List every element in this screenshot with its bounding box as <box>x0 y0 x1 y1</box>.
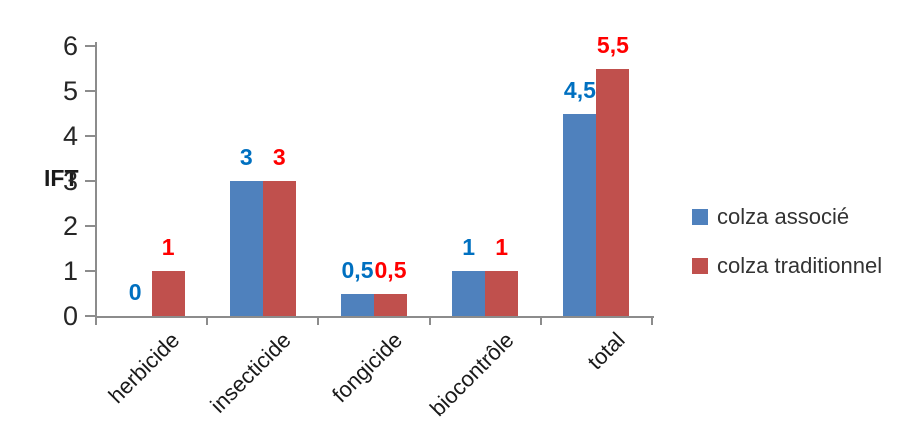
y-axis-line <box>95 42 97 318</box>
legend-item-colza-traditionnel: colza traditionnel <box>692 253 882 279</box>
legend-label: colza traditionnel <box>717 253 883 278</box>
bar-colza-associe-insecticide <box>229 181 263 316</box>
y-tick-label: 0 <box>62 301 78 331</box>
bar-value-label-colza-associe-insecticide: 3 <box>239 144 253 170</box>
x-tick-mark <box>95 316 97 325</box>
bar-value-label-colza-associe-biocontrole: 1 <box>462 234 476 260</box>
bar-colza-associe-biocontrole <box>452 271 486 316</box>
x-tick-mark <box>317 316 320 325</box>
x-tick-mark <box>651 316 653 325</box>
category-label-herbicide: herbicide <box>103 327 185 409</box>
y-tick-label: 5 <box>62 76 78 106</box>
bar-colza-traditionnel-insecticide <box>262 181 296 316</box>
y-tick-label: 6 <box>62 31 78 61</box>
bar-colza-associe-fongicide <box>341 293 374 316</box>
bar-value-label-colza-associe-herbicide: 0 <box>128 279 142 305</box>
bar-value-label-colza-associe-total: 4,5 <box>563 76 596 103</box>
y-tick-label: 1 <box>62 256 78 286</box>
y-tick-mark <box>85 225 96 227</box>
bar-colza-traditionnel-total <box>596 68 630 316</box>
bar-colza-traditionnel-herbicide <box>151 271 185 316</box>
x-tick-mark <box>206 316 209 325</box>
category-label-insecticide: insecticide <box>205 327 296 418</box>
bar-value-label-colza-traditionnel-total: 5,5 <box>596 31 629 58</box>
y-tick-mark <box>85 180 96 182</box>
legend-label: colza associé <box>717 204 850 229</box>
bar-value-label-colza-traditionnel-fongicide: 0,5 <box>374 256 407 283</box>
bar-value-label-colza-associe-fongicide: 0,5 <box>341 256 374 283</box>
y-tick-mark <box>85 45 96 47</box>
y-tick-label: 2 <box>62 211 78 241</box>
bar-colza-associe-total <box>563 113 597 316</box>
x-tick-mark <box>539 316 542 325</box>
category-label-total: total <box>582 327 630 375</box>
y-tick-mark <box>85 270 96 272</box>
legend-swatch-icon <box>692 209 708 225</box>
category-label-fongicide: fongicide <box>327 327 407 408</box>
bar-colza-traditionnel-biocontrole <box>485 271 519 316</box>
x-axis-line <box>95 316 654 318</box>
legend-swatch-icon <box>692 258 708 274</box>
y-tick-label: 4 <box>62 121 78 151</box>
bar-value-label-colza-traditionnel-insecticide: 3 <box>272 144 286 170</box>
y-tick-mark <box>85 315 96 317</box>
bar-colza-traditionnel-fongicide <box>374 293 407 316</box>
bar-value-label-colza-traditionnel-biocontrole: 1 <box>495 234 509 260</box>
y-tick-label: 3 <box>62 166 78 196</box>
y-tick-mark <box>85 135 96 137</box>
category-label-biocontrole: biocontrôle <box>424 327 519 422</box>
y-tick-mark <box>85 90 96 92</box>
legend: colza associé colza traditionnel <box>692 204 882 302</box>
bar-value-label-colza-traditionnel-herbicide: 1 <box>161 234 175 260</box>
legend-item-colza-associe: colza associé <box>692 204 882 230</box>
x-tick-mark <box>428 316 431 325</box>
y-axis-title: IFT <box>44 165 79 191</box>
